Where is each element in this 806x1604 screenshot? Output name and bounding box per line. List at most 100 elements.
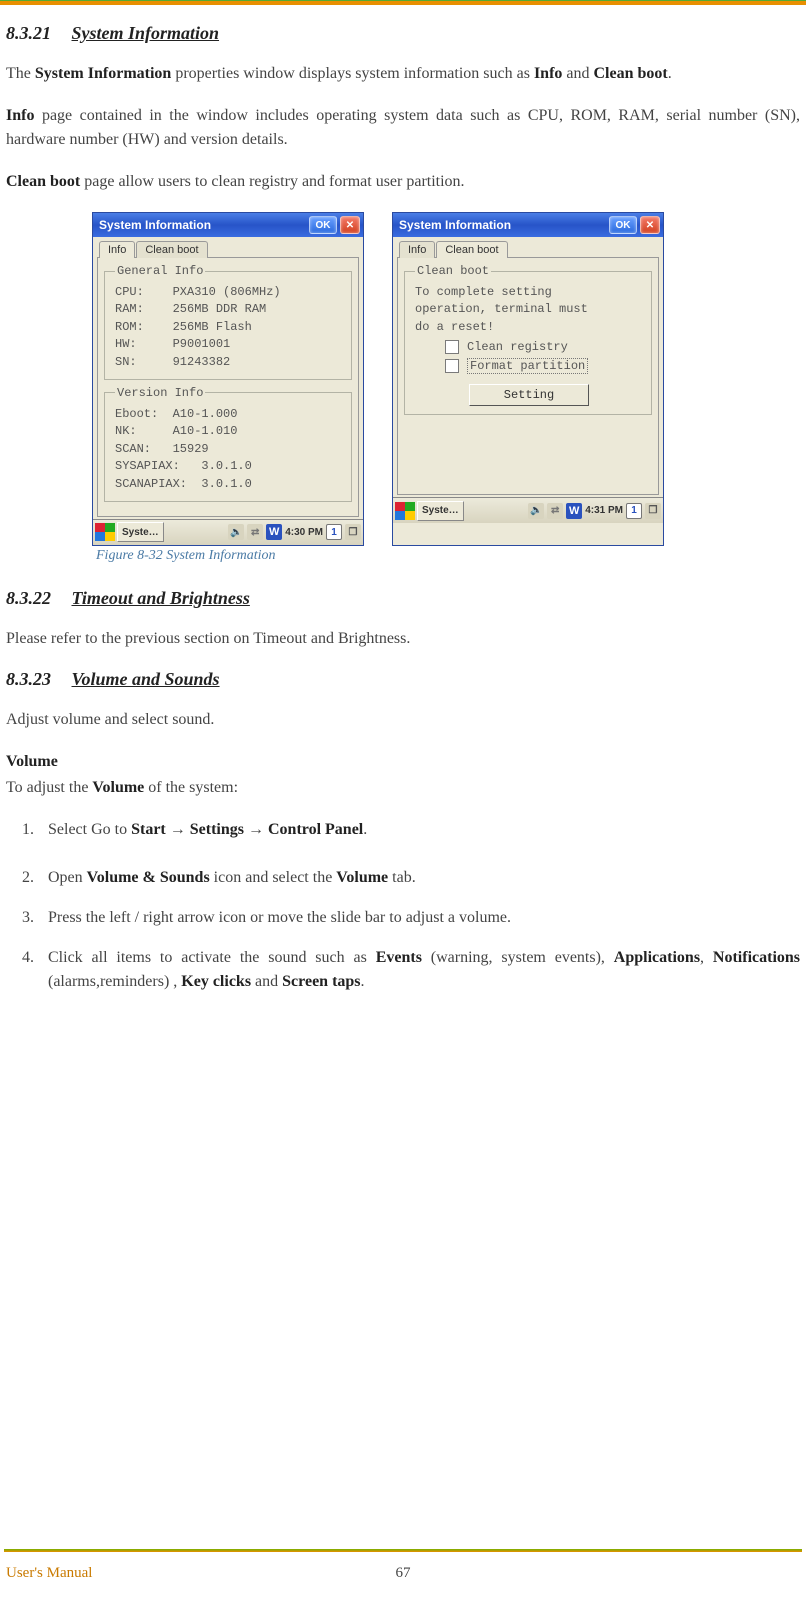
- general-info-text: CPU: PXA310 (806MHz) RAM: 256MB DDR RAM …: [115, 284, 343, 371]
- system-tray: 🔈 ⇄ W 4:30 PM 1 ❐: [228, 524, 361, 540]
- text: and: [251, 973, 282, 990]
- bold-text: Control Panel: [268, 821, 363, 838]
- close-button[interactable]: ✕: [640, 216, 660, 234]
- keyboard-icon[interactable]: 1: [626, 503, 642, 519]
- section-heading-8-3-22: 8.3.22 Timeout and Brightness: [6, 588, 800, 609]
- tab-strip: Info Clean boot: [397, 241, 659, 258]
- text: and: [562, 65, 593, 82]
- group-legend: General Info: [115, 264, 205, 278]
- tab-pane: General Info CPU: PXA310 (806MHz) RAM: 2…: [97, 257, 359, 517]
- section-title: System Information: [72, 23, 220, 43]
- window-title: System Information: [99, 218, 306, 232]
- ok-button[interactable]: OK: [609, 216, 637, 234]
- bold-text: Notifications: [713, 949, 800, 966]
- text: .: [361, 973, 365, 990]
- close-button[interactable]: ✕: [340, 216, 360, 234]
- network-icon[interactable]: ⇄: [547, 503, 563, 519]
- paragraph: Info page contained in the window includ…: [6, 104, 800, 152]
- group-general-info: General Info CPU: PXA310 (806MHz) RAM: 2…: [104, 264, 352, 380]
- checkbox-label: Format partition: [467, 358, 588, 374]
- text: tab.: [388, 869, 416, 886]
- desktop-icon[interactable]: ❐: [645, 503, 661, 519]
- paragraph: Clean boot page allow users to clean reg…: [6, 170, 800, 194]
- checkbox-row-clean-registry[interactable]: Clean registry: [445, 340, 643, 354]
- figure-row: System Information OK ✕ Info Clean boot …: [92, 212, 800, 546]
- text: To adjust the: [6, 779, 92, 796]
- bold-text: Key clicks: [181, 973, 251, 990]
- desktop-icon[interactable]: ❐: [345, 524, 361, 540]
- bold-text: System Information: [35, 65, 171, 82]
- tab-strip: Info Clean boot: [97, 241, 359, 258]
- page-number: 67: [396, 1565, 411, 1582]
- clock: 4:31 PM: [585, 505, 623, 516]
- bold-text: Clean boot: [6, 173, 80, 190]
- text: icon and select the: [210, 869, 337, 886]
- taskbar: Syste… 🔈 ⇄ W 4:31 PM 1 ❐: [393, 497, 663, 523]
- taskbar-app-button[interactable]: Syste…: [417, 501, 464, 521]
- figure-caption: Figure 8-32 System Information: [96, 548, 800, 564]
- paragraph: To adjust the Volume of the system:: [6, 776, 800, 800]
- text: Click all items to activate the sound su…: [48, 949, 376, 966]
- step-2: Open Volume & Sounds icon and select the…: [38, 866, 800, 890]
- volume-icon[interactable]: 🔈: [528, 503, 544, 519]
- step-4: Click all items to activate the sound su…: [38, 946, 800, 994]
- keyboard-icon[interactable]: 1: [326, 524, 342, 540]
- bold-text: Start: [131, 821, 166, 838]
- text: page contained in the window includes op…: [6, 107, 800, 148]
- ok-button[interactable]: OK: [309, 216, 337, 234]
- checkbox-icon[interactable]: [445, 359, 459, 373]
- section-title: Timeout and Brightness: [72, 588, 250, 608]
- section-number: 8.3.21: [6, 23, 51, 44]
- bold-text: Volume: [6, 753, 58, 770]
- text: ,: [700, 949, 713, 966]
- start-button[interactable]: [95, 523, 115, 541]
- group-version-info: Version Info Eboot: A10-1.000 NK: A10-1.…: [104, 386, 352, 502]
- group-legend: Clean boot: [415, 264, 491, 278]
- text: →: [166, 821, 190, 838]
- window-system-info-info-tab: System Information OK ✕ Info Clean boot …: [92, 212, 364, 546]
- system-tray: 🔈 ⇄ W 4:31 PM 1 ❐: [528, 503, 661, 519]
- volume-icon[interactable]: 🔈: [228, 524, 244, 540]
- step-1: Select Go to Start → Settings → Control …: [38, 818, 800, 842]
- tab-pane: Clean boot To complete setting operation…: [397, 257, 659, 495]
- clock: 4:30 PM: [285, 527, 323, 538]
- bold-text: Applications: [614, 949, 700, 966]
- section-number: 8.3.22: [6, 588, 51, 609]
- cleanboot-message: To complete setting operation, terminal …: [415, 284, 643, 336]
- step-3: Press the left / right arrow icon or mov…: [38, 906, 800, 930]
- window-titlebar[interactable]: System Information OK ✕: [93, 213, 363, 237]
- window-client: Info Clean boot Clean boot To complete s…: [393, 237, 663, 497]
- section-number: 8.3.23: [6, 669, 51, 690]
- window-titlebar[interactable]: System Information OK ✕: [393, 213, 663, 237]
- w-icon[interactable]: W: [266, 524, 282, 540]
- text: →: [244, 821, 268, 838]
- checkbox-icon[interactable]: [445, 340, 459, 354]
- bold-text: Volume: [336, 869, 388, 886]
- bold-text: Volume: [92, 779, 144, 796]
- text: Press the left / right arrow icon or mov…: [48, 909, 511, 926]
- setting-button[interactable]: Setting: [469, 384, 589, 406]
- tab-clean-boot[interactable]: Clean boot: [136, 241, 207, 258]
- text: The: [6, 65, 35, 82]
- footer-left: User's Manual: [6, 1565, 92, 1582]
- start-button[interactable]: [395, 502, 415, 520]
- page-content: 8.3.21 System Information The System Inf…: [0, 23, 806, 994]
- tab-info[interactable]: Info: [399, 241, 435, 258]
- section-title: Volume and Sounds: [72, 669, 220, 689]
- taskbar-app-button[interactable]: Syste…: [117, 522, 164, 542]
- tab-clean-boot[interactable]: Clean boot: [436, 241, 507, 258]
- bold-text: Clean boot: [594, 65, 668, 82]
- section-heading-8-3-23: 8.3.23 Volume and Sounds: [6, 669, 800, 690]
- window-system-info-cleanboot-tab: System Information OK ✕ Info Clean boot …: [392, 212, 664, 546]
- bold-text: Info: [6, 107, 34, 124]
- group-legend: Version Info: [115, 386, 205, 400]
- paragraph: Adjust volume and select sound.: [6, 708, 800, 732]
- checkbox-row-format-partition[interactable]: Format partition: [445, 358, 643, 374]
- tab-info[interactable]: Info: [99, 241, 135, 258]
- version-info-text: Eboot: A10-1.000 NK: A10-1.010 SCAN: 159…: [115, 406, 343, 493]
- group-clean-boot: Clean boot To complete setting operation…: [404, 264, 652, 415]
- ordered-steps: Select Go to Start → Settings → Control …: [16, 818, 800, 994]
- network-icon[interactable]: ⇄: [247, 524, 263, 540]
- w-icon[interactable]: W: [566, 503, 582, 519]
- paragraph: Please refer to the previous section on …: [6, 627, 800, 651]
